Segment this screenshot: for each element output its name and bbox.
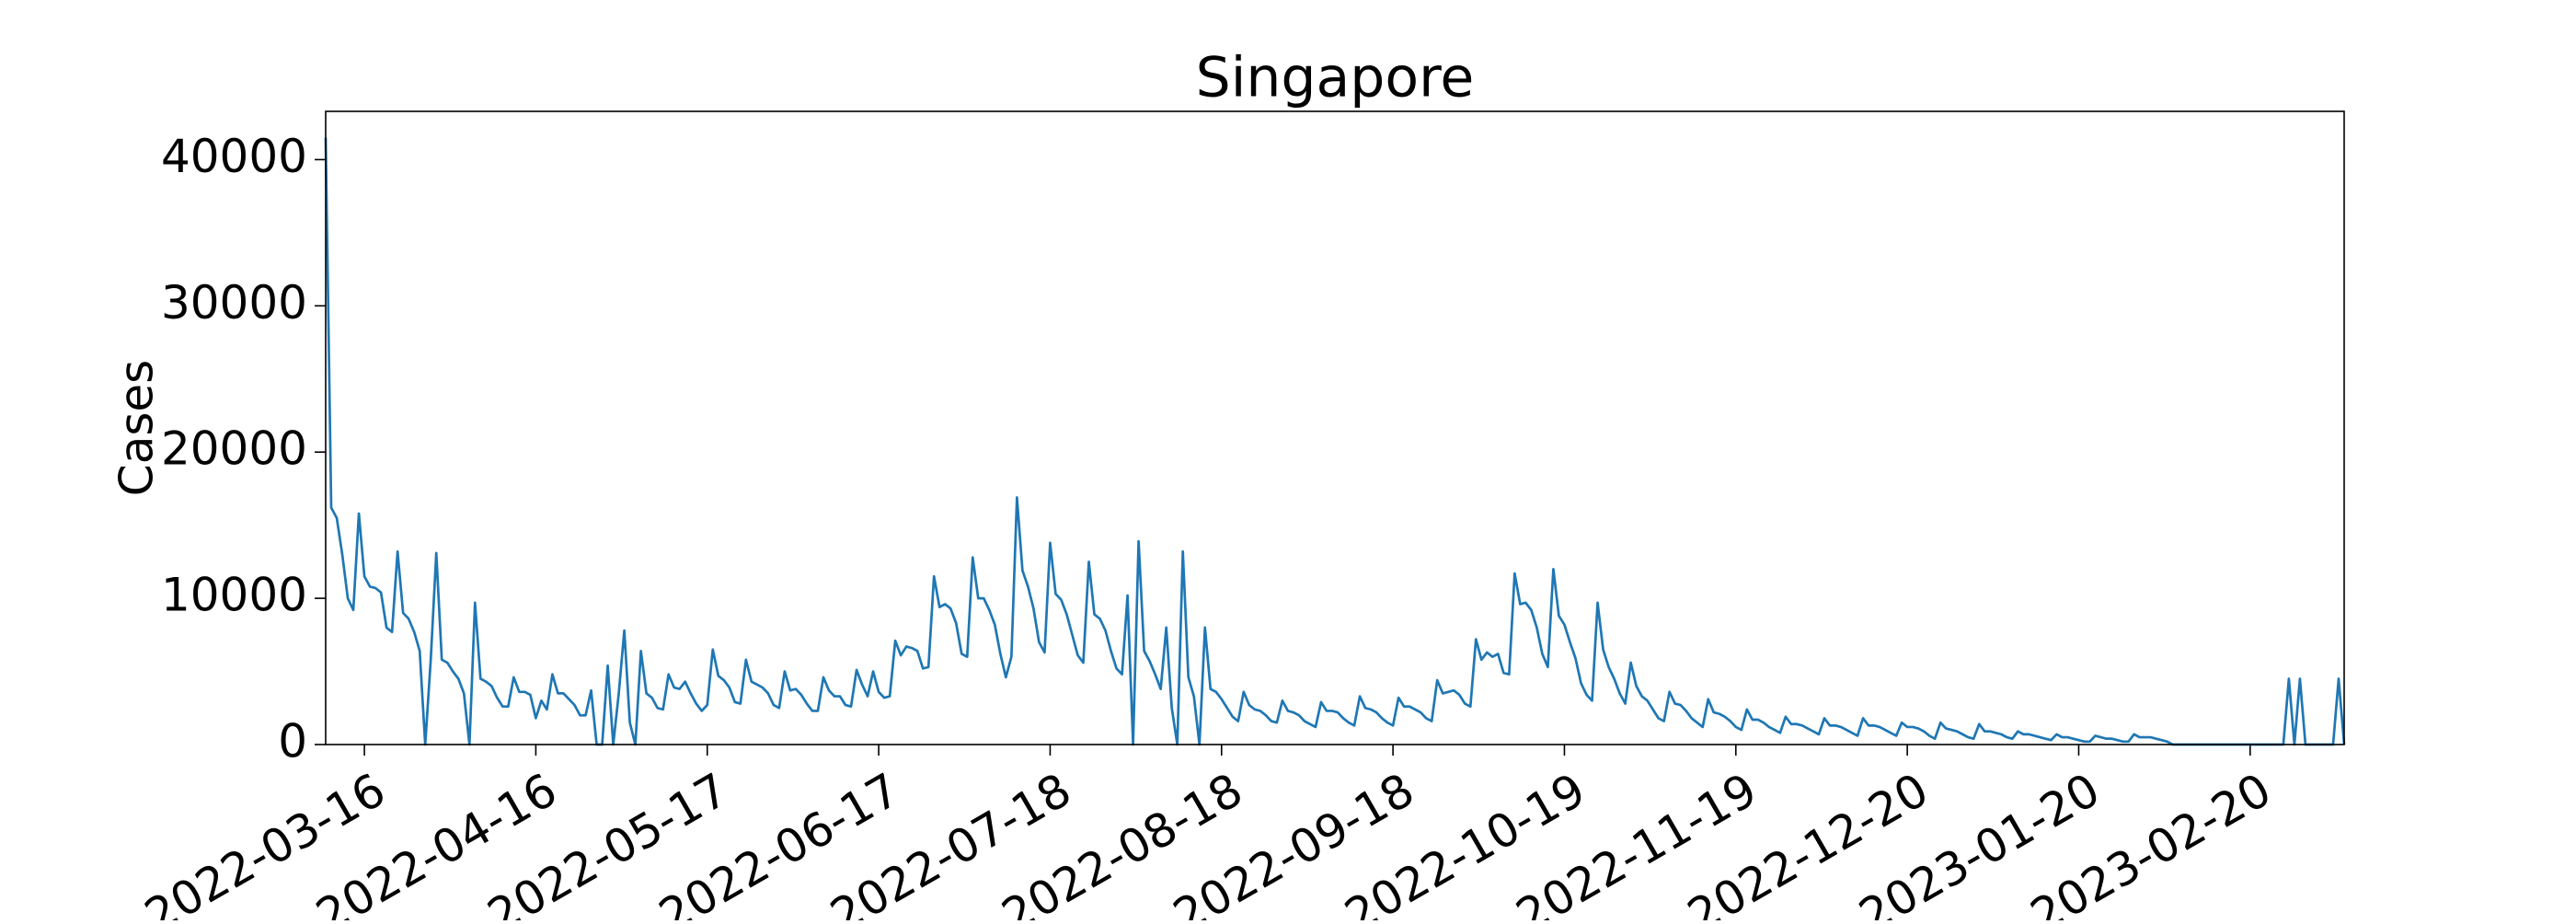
y-tick-label: 30000: [161, 276, 307, 329]
y-tick-label: 40000: [161, 130, 307, 183]
y-tick-label: 20000: [161, 422, 307, 476]
line-series: [324, 137, 2346, 746]
y-axis-label: Cases: [110, 360, 164, 496]
y-tick-label: 0: [278, 715, 307, 768]
chart-title: Singapore: [1196, 46, 1475, 110]
plot-frame: [325, 110, 2345, 745]
y-tick-label: 10000: [161, 569, 307, 622]
